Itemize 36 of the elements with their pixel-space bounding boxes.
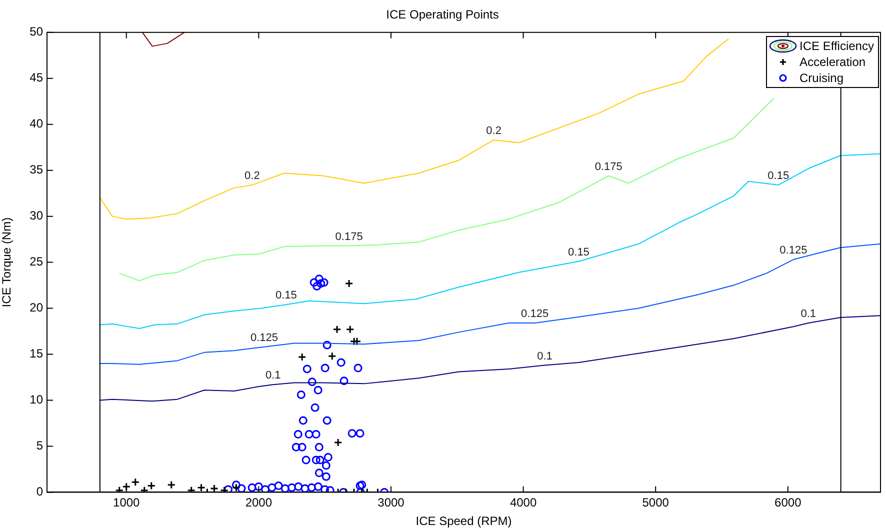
x-tick-label: 4000 xyxy=(510,496,537,510)
x-axis-title: ICE Speed (RPM) xyxy=(416,514,512,528)
annotation: 0.175 xyxy=(335,230,363,243)
y-tick-label: 20 xyxy=(30,300,44,315)
x-tick-label: 1000 xyxy=(113,496,140,510)
annotation: 0.15 xyxy=(275,290,297,302)
x-tick-label: 6000 xyxy=(774,496,802,510)
annotation: 0.125 xyxy=(521,308,549,320)
y-tick-label: 0 xyxy=(36,484,44,499)
annotation: 0.1 xyxy=(800,308,816,320)
y-axis-title: ICE Torque (Nm) xyxy=(0,217,14,308)
legend-label: Cruising xyxy=(800,70,844,86)
y-tick-label: 15 xyxy=(30,346,44,361)
y-tick-label: 30 xyxy=(30,208,44,223)
y-tick-label: 50 xyxy=(30,24,44,39)
annotation: 0.2 xyxy=(244,170,260,182)
annotation: 0.15 xyxy=(768,170,790,182)
annotation: 0.2 xyxy=(486,125,502,138)
y-tick-label: 45 xyxy=(30,70,44,85)
legend-label: ICE Efficiency xyxy=(800,38,874,54)
annotation: 0.1 xyxy=(265,370,281,382)
y-tick-label: 10 xyxy=(30,392,44,407)
x-tick-label: 3000 xyxy=(378,496,405,510)
y-tick-label: 35 xyxy=(30,162,44,177)
y-tick-label: 5 xyxy=(36,438,44,453)
annotation: 0.15 xyxy=(568,246,590,258)
annotation: 0.125 xyxy=(780,244,808,257)
chart-title: ICE Operating Points xyxy=(386,8,499,22)
y-tick-label: 25 xyxy=(30,254,44,269)
x-tick-label: 5000 xyxy=(642,496,670,510)
annotation: 0.175 xyxy=(594,160,622,173)
legend-label: Acceleration xyxy=(800,54,866,70)
x-tick-label: 2000 xyxy=(245,496,272,510)
y-tick-label: 40 xyxy=(30,116,44,131)
annotation: 0.1 xyxy=(537,350,552,362)
annotation: 0.125 xyxy=(250,332,278,344)
